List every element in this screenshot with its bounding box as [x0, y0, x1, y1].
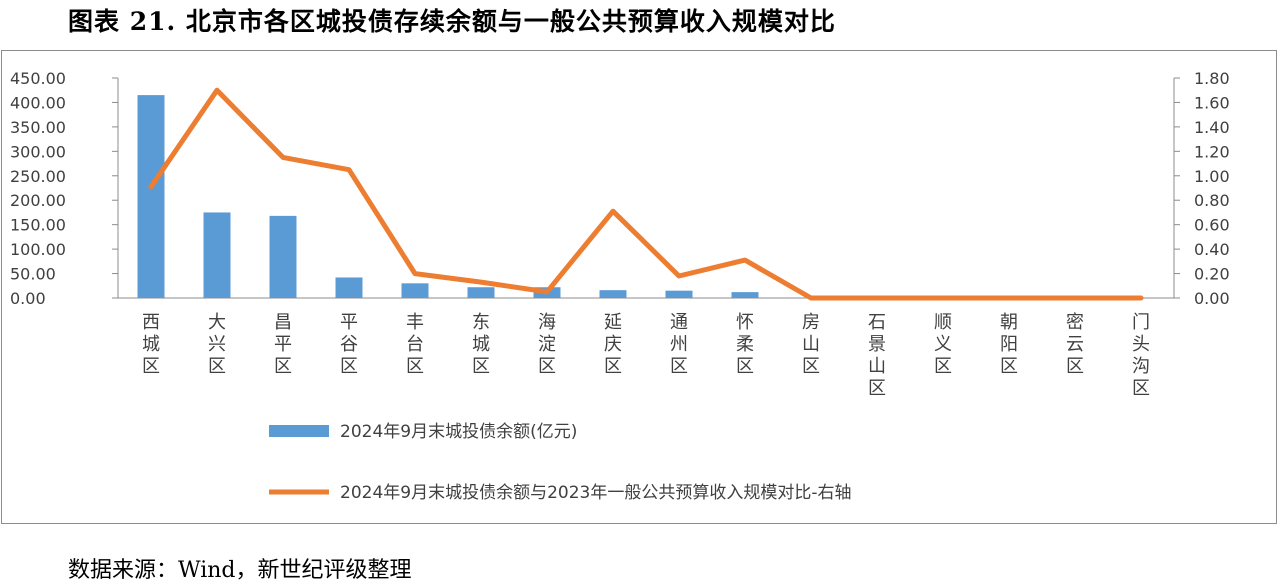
legend-swatch-bar — [269, 425, 329, 437]
figure-source: 数据来源：Wind，新世纪评级整理 — [68, 558, 412, 583]
bar — [665, 290, 693, 298]
bar — [467, 287, 495, 298]
x-tick-label: 丰台区 — [406, 312, 424, 377]
left-tick-label: 50.00 — [10, 265, 56, 284]
left-tick-label: 0.00 — [10, 289, 46, 308]
x-tick-label: 石景山区 — [868, 312, 886, 399]
line-series — [148, 87, 1144, 301]
x-tick-label: 顺义区 — [934, 312, 952, 377]
x-tick-label: 房山区 — [802, 312, 820, 377]
x-tick-label: 延庆区 — [604, 312, 622, 377]
x-tick-label: 通州区 — [670, 312, 688, 377]
left-tick-label: 450.00 — [10, 69, 66, 88]
legend: 2024年9月末城投债余额(亿元) 2024年9月末城投债余额与2023年一般公共… — [269, 422, 851, 503]
right-tick-label: 0.20 — [1194, 265, 1230, 284]
chart-frame: 0.00 50.00 100.00 150.00 200.00 250.00 300.00 3… — [1, 50, 1277, 524]
right-tick-label: 0.80 — [1194, 191, 1230, 210]
legend-label-bar: 2024年9月末城投债余额(亿元) — [340, 422, 577, 442]
figure-title: 图表 21. 北京市各区城投债存续余额与一般公共预算收入规模对比 — [68, 7, 836, 36]
legend-label-line: 2024年9月末城投债余额与2023年一般公共预算收入规模对比-右轴 — [340, 483, 851, 503]
x-tick-label: 昌平区 — [274, 312, 292, 377]
left-tick-label: 300.00 — [10, 142, 66, 161]
right-y-axis: 0.00 0.20 0.40 0.60 0.80 1.00 1.20 1.40 1.60 1.80 — [1173, 69, 1230, 308]
chart-svg: 0.00 50.00 100.00 150.00 200.00 250.00 300.00 3… — [10, 69, 1230, 503]
x-tick-label: 大兴区 — [208, 312, 226, 377]
bar — [137, 95, 165, 298]
right-tick-label: 1.80 — [1194, 69, 1230, 88]
x-tick-label: 密云区 — [1066, 312, 1084, 377]
bar-series — [137, 95, 759, 298]
bar — [269, 215, 297, 298]
left-tick-label: 350.00 — [10, 118, 66, 137]
bar — [203, 212, 231, 298]
right-tick-label: 0.60 — [1194, 216, 1230, 235]
left-tick-label: 200.00 — [10, 191, 66, 210]
left-tick-label: 100.00 — [10, 240, 66, 259]
right-tick-label: 1.00 — [1194, 167, 1230, 186]
right-tick-label: 1.60 — [1194, 93, 1230, 112]
left-y-axis: 0.00 50.00 100.00 150.00 200.00 250.00 300.00 3… — [10, 69, 119, 308]
right-tick-label: 1.20 — [1194, 142, 1230, 161]
x-tick-label: 朝阳区 — [1000, 312, 1018, 377]
bar — [599, 290, 627, 298]
x-tick-label: 海淀区 — [538, 312, 556, 377]
left-tick-label: 400.00 — [10, 93, 66, 112]
bar — [335, 277, 363, 298]
bar — [731, 292, 759, 298]
right-tick-label: 1.40 — [1194, 118, 1230, 137]
x-tick-label: 平谷区 — [340, 312, 358, 377]
right-tick-label: 0.40 — [1194, 240, 1230, 259]
x-tick-label: 门头沟区 — [1132, 312, 1150, 399]
x-tick-label: 东城区 — [472, 312, 490, 377]
x-axis: 西城区 大兴区 昌平区 平谷区 丰台区 东城区 海淀区 延庆区 通州区 怀柔区 房山区 石景山区 顺义区… — [118, 297, 1174, 399]
left-tick-label: 250.00 — [10, 167, 66, 186]
line-path — [148, 87, 1144, 301]
bar — [401, 283, 429, 298]
left-tick-label: 150.00 — [10, 216, 66, 235]
right-tick-label: 0.00 — [1194, 289, 1230, 308]
x-tick-label: 西城区 — [142, 312, 160, 377]
x-tick-label: 怀柔区 — [736, 312, 754, 377]
